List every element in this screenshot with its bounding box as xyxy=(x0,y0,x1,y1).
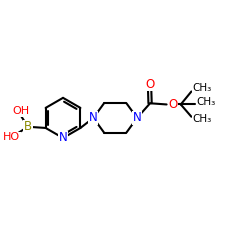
Text: CH₃: CH₃ xyxy=(192,114,212,124)
Text: N: N xyxy=(59,132,68,144)
Text: HO: HO xyxy=(3,132,20,142)
Text: B: B xyxy=(24,120,32,133)
Text: O: O xyxy=(168,98,178,111)
Text: CH₃: CH₃ xyxy=(196,97,215,107)
Text: N: N xyxy=(89,112,98,124)
Text: CH₃: CH₃ xyxy=(192,83,212,93)
Text: N: N xyxy=(133,112,141,124)
Text: O: O xyxy=(145,78,154,91)
Text: OH: OH xyxy=(12,106,29,116)
